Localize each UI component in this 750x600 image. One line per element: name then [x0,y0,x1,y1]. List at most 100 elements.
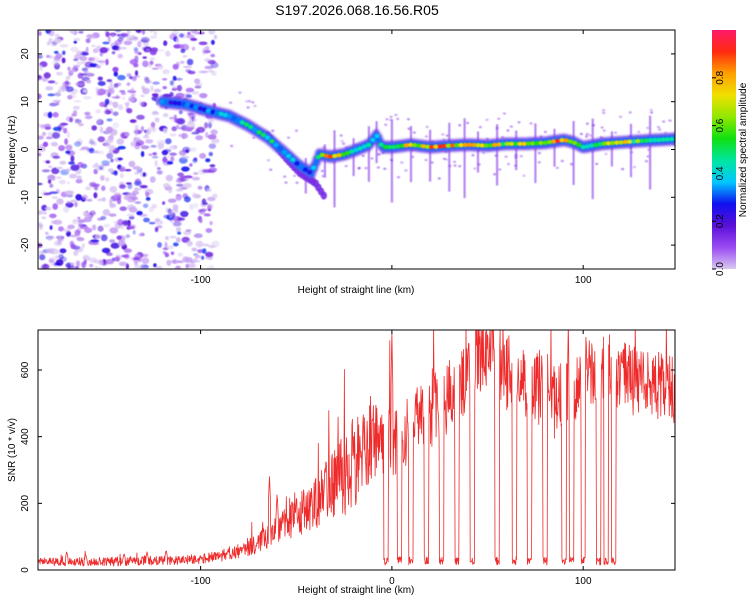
ridge-core [193,105,199,110]
noise-blob [49,183,54,188]
speckle [466,121,470,125]
noise-blob [138,233,144,237]
noise-blob [175,237,181,243]
noise-blob [130,257,135,260]
noise-blob [153,30,158,36]
noise-blob [194,254,201,259]
noise-blob [126,73,132,78]
noise-blob [140,94,145,98]
noise-blob [97,198,104,202]
noise-blob [116,148,121,151]
noise-blob [130,141,136,147]
noise-blob [187,263,196,269]
speckle [230,144,234,148]
branch-blob [320,191,327,200]
noise-blob [208,151,213,157]
noise-blob [205,251,214,258]
noise-blob [55,255,62,259]
y-tick-label: 0 [20,567,31,573]
noise-blob [110,158,114,163]
speckle [284,181,288,184]
noise-blob [202,248,207,254]
colorbar-axis: 0.0 0.2 0.4 0.6 0.8 [712,70,726,276]
speckle [473,167,477,170]
noise-blob [129,206,138,213]
ridge-core [622,139,628,145]
ridge-core [168,100,174,105]
ridge-core [576,142,582,148]
ridge-core [277,146,283,151]
noise-blob [68,93,76,99]
noise-blob [82,89,88,93]
noise-blob [54,92,62,97]
noise-blob [95,64,101,69]
noise-blob [39,226,43,230]
noise-blob [199,218,203,223]
noise-blob [192,46,195,51]
noise-blob [68,67,76,74]
ridge-core [349,149,355,154]
noise-blob [140,125,145,132]
noise-blob [72,64,81,68]
noise-blob [205,228,213,233]
speckle [560,159,564,163]
noise-blob [117,37,124,42]
noise-blob [85,46,89,53]
noise-blob [52,155,61,159]
noise-blob [169,133,177,137]
speckle [445,134,449,137]
noise-blob [134,130,139,136]
noise-blob [161,149,169,156]
noise-blob [152,152,157,156]
noise-blob [170,251,175,255]
noise-blob [41,216,47,220]
noise-blob [76,50,83,56]
ridge-core [525,141,532,146]
noise-blob [106,79,113,83]
noise-blob [124,253,130,259]
ridge-core [504,141,510,146]
speckle [411,155,415,159]
speckle [529,122,533,125]
noise-blob [45,206,52,211]
noise-blob [84,115,93,120]
noise-blob [81,67,89,72]
noise-blob [98,259,104,266]
noise-blob [101,160,110,166]
noise-blob [170,259,179,264]
noise-blob [70,155,75,162]
noise-blob [126,30,131,35]
noise-blob [109,239,116,243]
speckle [384,123,388,127]
noise-blob [73,100,82,103]
speckle [543,130,548,134]
noise-blob [100,60,105,66]
snr-x-axis: -100 0 100 [191,330,592,587]
noise-blob [43,192,52,196]
noise-blob [59,248,67,254]
speckle [252,136,256,139]
noise-blob [148,30,155,33]
ridge-core [467,142,473,147]
ridge-core [424,144,431,149]
speckle [478,125,482,129]
noise-blob [142,135,150,139]
speckle [394,113,398,117]
noise-blob [148,153,153,156]
speckle [389,118,393,122]
noise-blob [193,172,199,175]
noise-blob [38,152,42,157]
ridge-core [311,165,317,170]
noise-blob [99,164,102,168]
noise-blob [65,168,72,172]
noise-blob [149,50,157,56]
noise-blob [174,77,183,81]
ridge-core [488,143,494,148]
speckle [364,166,368,170]
noise-blob [70,243,77,250]
ridge-core [471,142,477,148]
speckle [537,161,541,164]
speckle [340,140,344,143]
noise-blob [186,58,194,66]
noise-blob [99,101,106,107]
